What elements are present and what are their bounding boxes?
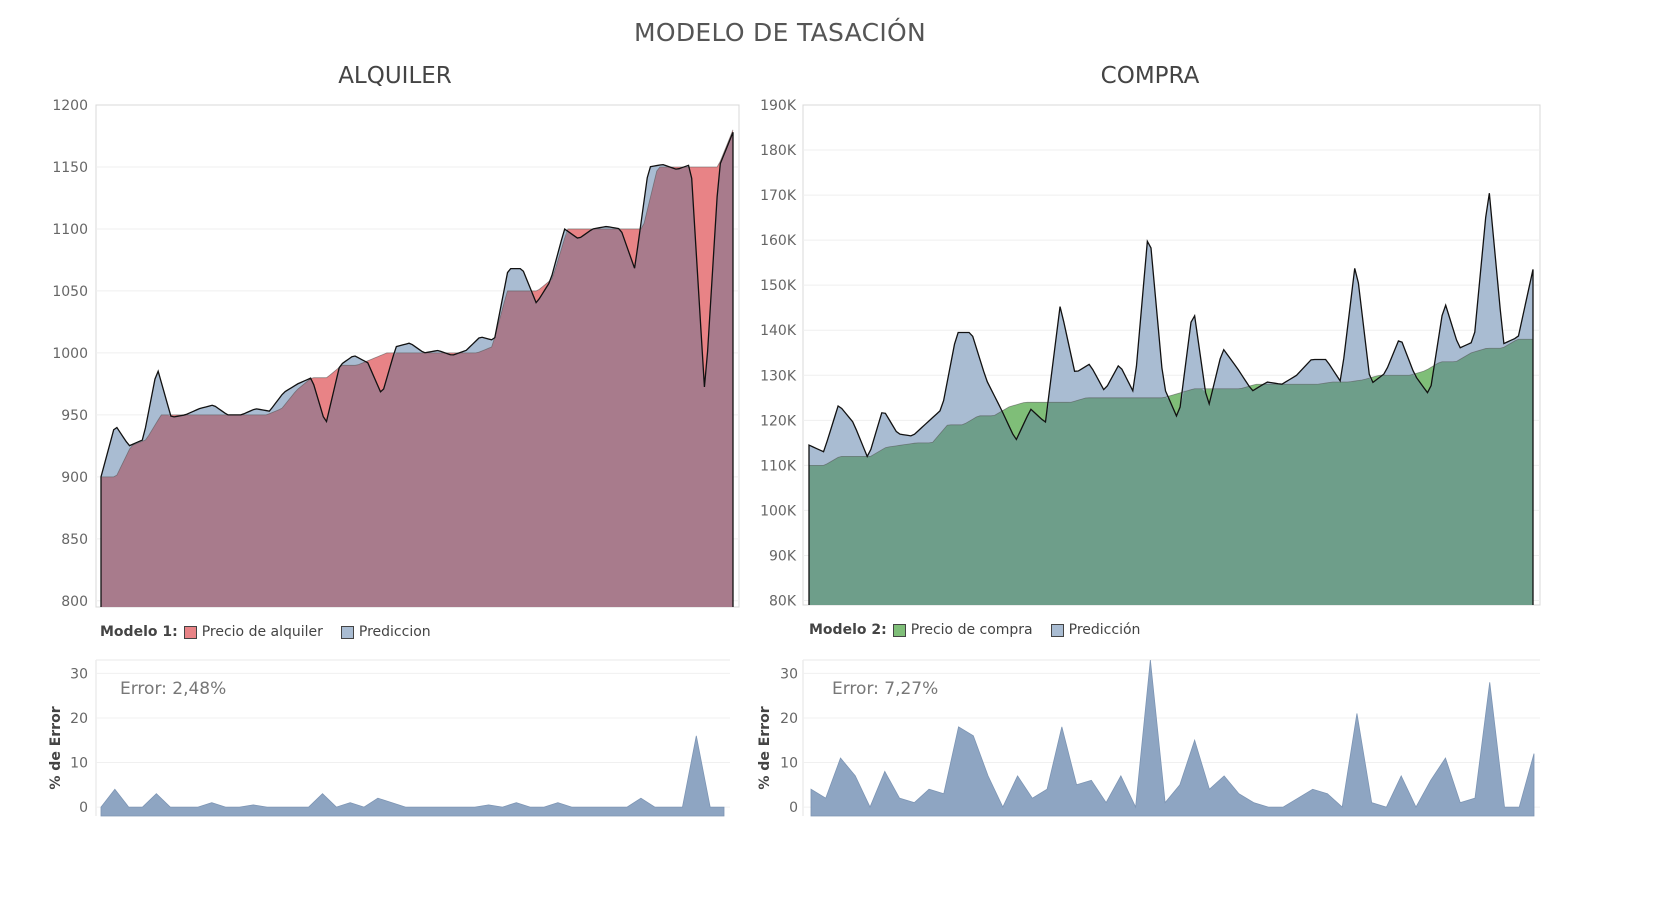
error-y-tick-label: 20	[70, 711, 88, 727]
legend-item-precio-alquiler[interactable]: Precio de alquiler	[183, 624, 323, 640]
legend-swatch-blue	[1050, 623, 1064, 637]
y-tick-label: 1150	[52, 160, 88, 176]
y-tick-label: 190K	[760, 98, 797, 114]
error-y-tick-label: 10	[70, 756, 88, 772]
y-tick-label: 90K	[769, 548, 797, 564]
legend-label: Modelo 2:	[809, 622, 887, 638]
line-actual	[101, 129, 734, 478]
error-y-tick-label: 0	[79, 800, 88, 816]
legend-item-label: Prediccion	[358, 624, 431, 640]
y-tick-label: 110K	[760, 458, 797, 474]
panel-title-alquiler: ALQUILER	[338, 63, 452, 89]
error-y-tick-label: 20	[780, 711, 798, 727]
legend-swatch-green	[892, 623, 906, 637]
y-tick-label: 900	[61, 470, 88, 486]
error-chart-0: 0 10 20 30 % de Error Error: 2,48%	[48, 659, 730, 817]
legend-item-prediccion[interactable]: Prediccion	[340, 624, 431, 640]
y-tick-label: 1000	[52, 346, 88, 362]
legend-modelo-2: Modelo 2: Precio de compra Predicción	[809, 622, 1158, 638]
error-y-tick-label: 30	[780, 666, 798, 682]
panel-title-compra: COMPRA	[1100, 63, 1200, 89]
dashboard-title: MODELO DE TASACIÓN	[634, 18, 926, 47]
legend-item-label: Precio de alquiler	[201, 624, 323, 640]
error-area	[100, 735, 725, 817]
error-y-tick-label: 30	[70, 666, 88, 682]
legend-modelo-1: Modelo 1: Precio de alquiler Prediccion	[100, 624, 449, 640]
area-overlap	[101, 132, 733, 607]
y-tick-label: 950	[61, 408, 88, 424]
line-actual	[809, 338, 1533, 466]
line-prediction	[808, 193, 1534, 605]
y-tick-label: 1100	[52, 222, 88, 238]
legend-label: Modelo 1:	[100, 624, 178, 640]
line-prediction	[100, 132, 734, 607]
error-y-tick-label: 0	[789, 800, 798, 816]
y-tick-label: 160K	[760, 233, 797, 249]
y-tick-label: 120K	[760, 413, 797, 429]
y-tick-label: 1200	[52, 98, 88, 114]
y-tick-label: 850	[61, 532, 88, 548]
error-chart-1: 0 10 20 30 % de Error Error: 7,27%	[757, 659, 1540, 817]
y-tick-label: 140K	[760, 323, 797, 339]
y-tick-label: 80K	[769, 593, 797, 609]
legend-item-label: Predicción	[1068, 622, 1141, 638]
error-y-axis-label: % de Error	[757, 706, 773, 789]
error-summary-text: Error: 7,27%	[832, 679, 938, 699]
area-overlap	[809, 339, 1533, 605]
y-tick-label: 170K	[760, 188, 797, 204]
error-summary-text: Error: 2,48%	[120, 679, 226, 699]
y-tick-label: 130K	[760, 368, 797, 384]
error-y-tick-label: 10	[780, 756, 798, 772]
legend-item-label: Precio de compra	[910, 622, 1033, 638]
y-tick-label: 1050	[52, 284, 88, 300]
y-tick-label: 800	[61, 594, 88, 610]
y-tick-label: 150K	[760, 278, 797, 294]
chart-0: 800 850 900 950 1000 1050 1100 1150 1200	[52, 98, 740, 610]
legend-swatch-red	[183, 625, 197, 639]
legend-item-prediccion[interactable]: Predicción	[1050, 622, 1141, 638]
chart-1: 80K 90K 100K 110K 120K 130K 140K 150K 160K 170K 18…	[760, 98, 1541, 609]
y-tick-label: 100K	[760, 503, 797, 519]
legend-swatch-blue	[340, 625, 354, 639]
error-area	[810, 659, 1535, 817]
error-y-axis-label: % de Error	[48, 706, 64, 789]
legend-item-precio-compra[interactable]: Precio de compra	[892, 622, 1033, 638]
y-tick-label: 180K	[760, 143, 797, 159]
